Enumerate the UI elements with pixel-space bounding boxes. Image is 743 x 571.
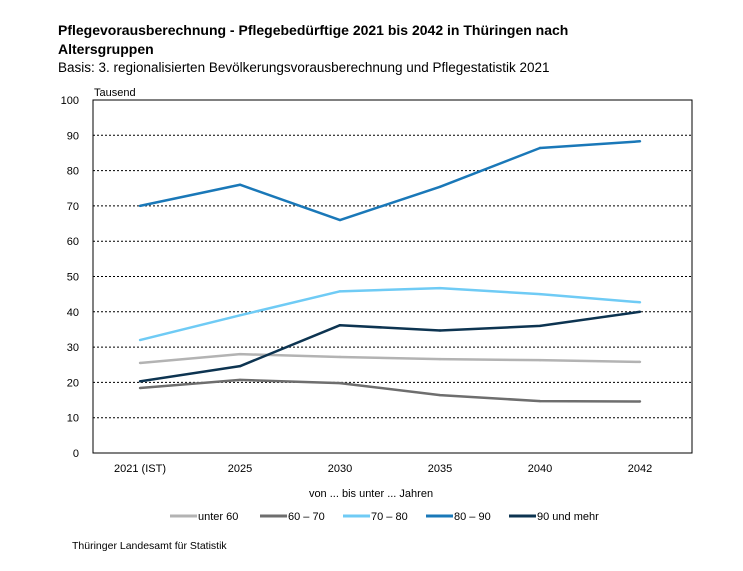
y-tick-label: 10: [67, 413, 79, 425]
data-point: [538, 292, 542, 296]
y-tick-label: 90: [67, 130, 79, 142]
data-point: [138, 204, 142, 208]
y-tick-label: 50: [67, 272, 79, 284]
x-tick-label: 2040: [528, 463, 552, 475]
data-point: [438, 357, 442, 361]
data-point: [538, 358, 542, 362]
data-point: [538, 324, 542, 328]
data-point: [238, 378, 242, 382]
data-point: [438, 393, 442, 397]
x-tick-label: 2035: [428, 463, 452, 475]
x-tick-label: 2030: [328, 463, 352, 475]
chart-subtitle: Basis: 3. regionalisierten Bevölkerungsv…: [58, 60, 550, 75]
data-point: [438, 286, 442, 290]
y-tick-label: 60: [67, 236, 79, 248]
data-point: [138, 380, 142, 383]
legend-label: 60 – 70: [288, 511, 325, 523]
data-point: [638, 400, 642, 403]
x-tick-label: 2025: [228, 463, 252, 475]
y-tick-label: 80: [67, 166, 79, 178]
y-tick-label: 70: [67, 201, 79, 213]
series-line-60-70: [139, 378, 641, 403]
data-point: [538, 146, 542, 150]
data-point: [138, 338, 142, 342]
chart-title: Pflegevorausberechnung - Pflegebedürftig…: [58, 22, 569, 57]
data-point: [338, 355, 342, 359]
y-axis-label: Tausend: [94, 87, 136, 99]
data-point: [238, 352, 242, 356]
data-point: [338, 290, 342, 293]
series-line-unter-60: [139, 352, 641, 365]
x-tick-label: 2042: [628, 463, 652, 475]
y-tick-label: 40: [67, 307, 79, 319]
series-line-80-90: [139, 140, 641, 222]
plot-frame: [92, 99, 693, 454]
legend-label: 70 – 80: [371, 511, 408, 523]
x-axis-label: von ... bis unter ... Jahren: [309, 488, 433, 500]
data-point: [438, 185, 442, 189]
y-tick-label: 30: [67, 342, 79, 354]
y-tick-label: 100: [61, 95, 79, 107]
data-point: [338, 381, 342, 385]
data-point: [638, 310, 642, 313]
legend-label: 80 – 90: [454, 511, 491, 523]
y-tick-label: 0: [73, 448, 79, 460]
data-point: [238, 364, 242, 368]
series-line-90-und-mehr: [139, 310, 641, 383]
data-point: [638, 140, 642, 143]
data-point: [438, 329, 442, 332]
data-point: [638, 301, 642, 304]
data-point: [338, 218, 342, 222]
series-line-70-80: [139, 286, 641, 342]
data-point: [638, 360, 642, 364]
data-point: [238, 183, 242, 186]
legend-label: 90 und mehr: [537, 511, 599, 523]
data-point: [138, 386, 142, 390]
data-point: [138, 361, 142, 365]
source-note: Thüringer Landesamt für Statistik: [72, 540, 227, 552]
data-point: [238, 314, 242, 317]
data-point: [338, 324, 342, 327]
x-tick-label: 2021 (IST): [114, 463, 166, 475]
y-tick-label: 20: [67, 377, 79, 389]
legend-label: unter 60: [198, 511, 238, 523]
data-point: [538, 399, 542, 403]
